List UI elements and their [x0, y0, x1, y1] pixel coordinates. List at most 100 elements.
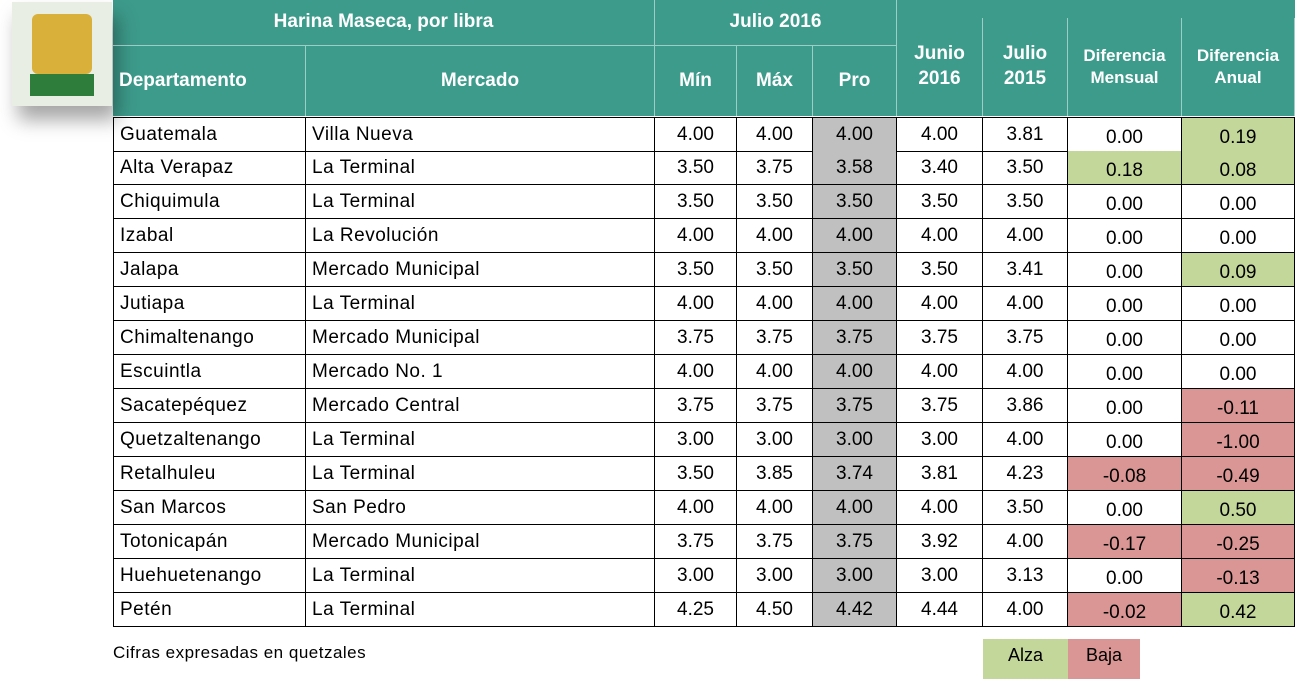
number-cell: 4.50 — [737, 593, 813, 627]
number-cell: 3.50 — [897, 253, 983, 287]
number-cell: 3.75 — [897, 321, 983, 355]
number-cell: 4.00 — [813, 287, 897, 321]
number-cell: -0.02 — [1068, 593, 1182, 627]
number-cell: 3.13 — [983, 559, 1068, 593]
number-cell: 0.08 — [1182, 151, 1295, 185]
text-cell: San Pedro — [306, 491, 655, 525]
text-cell: Chiquimula — [113, 185, 306, 219]
number-cell: 3.75 — [737, 389, 813, 423]
number-cell: 0.00 — [1068, 559, 1182, 593]
number-cell: 3.50 — [655, 151, 737, 185]
number-cell: 3.75 — [983, 321, 1068, 355]
number-cell: 4.00 — [897, 219, 983, 253]
number-cell: 3.00 — [813, 559, 897, 593]
number-cell: 3.50 — [737, 185, 813, 219]
number-cell: 4.00 — [983, 219, 1068, 253]
text-cell: Huehuetenango — [113, 559, 306, 593]
number-cell: 0.00 — [1068, 389, 1182, 423]
column-header: Diferencia Anual — [1182, 18, 1295, 116]
number-cell: -1.00 — [1182, 423, 1295, 457]
column-header: Máx — [737, 46, 813, 116]
page: Harina Maseca, por libraJulio 2016 Depart… — [0, 0, 1295, 681]
header-product: Harina Maseca, por libra — [113, 0, 655, 46]
number-cell: 3.81 — [897, 457, 983, 491]
legend-item: Alza — [983, 639, 1068, 679]
thumbnail-band — [30, 74, 94, 96]
number-cell: 3.00 — [655, 423, 737, 457]
number-cell: 0.00 — [1068, 423, 1182, 457]
number-cell: 0.00 — [1068, 355, 1182, 389]
number-cell: 0.00 — [1068, 491, 1182, 525]
number-cell: 3.00 — [897, 559, 983, 593]
number-cell: 4.00 — [983, 423, 1068, 457]
number-cell: 3.75 — [897, 389, 983, 423]
column-header: Pro — [813, 46, 897, 116]
text-cell: La Terminal — [306, 151, 655, 185]
number-cell: 4.00 — [737, 117, 813, 152]
number-cell: 3.75 — [813, 525, 897, 559]
header-period: Julio 2016 — [655, 0, 897, 46]
product-thumbnail — [12, 2, 112, 106]
text-cell: La Terminal — [306, 559, 655, 593]
number-cell: -0.11 — [1182, 389, 1295, 423]
text-cell: La Terminal — [306, 185, 655, 219]
text-cell: Villa Nueva — [306, 117, 655, 152]
number-cell: 3.75 — [737, 151, 813, 185]
number-cell: 0.00 — [1068, 219, 1182, 253]
number-cell: 4.00 — [655, 117, 737, 152]
number-cell: 4.00 — [983, 287, 1068, 321]
number-cell: 3.85 — [737, 457, 813, 491]
legend-item: Baja — [1068, 639, 1140, 679]
number-cell: 4.00 — [737, 287, 813, 321]
number-cell: 4.23 — [983, 457, 1068, 491]
number-cell: 4.00 — [897, 287, 983, 321]
text-cell: Sacatepéquez — [113, 389, 306, 423]
number-cell: 4.00 — [813, 219, 897, 253]
number-cell: 0.00 — [1182, 219, 1295, 253]
number-cell: 4.00 — [983, 593, 1068, 627]
number-cell: 3.50 — [897, 185, 983, 219]
number-cell: 4.00 — [897, 355, 983, 389]
number-cell: 4.44 — [897, 593, 983, 627]
number-cell: 0.00 — [1068, 117, 1182, 152]
number-cell: 3.81 — [983, 117, 1068, 152]
text-cell: Escuintla — [113, 355, 306, 389]
number-cell: 0.00 — [1068, 287, 1182, 321]
number-cell: 4.00 — [655, 491, 737, 525]
thumbnail-logo — [32, 14, 92, 74]
number-cell: 4.00 — [737, 355, 813, 389]
column-header: Departamento — [113, 46, 306, 116]
number-cell: 4.00 — [897, 117, 983, 152]
text-cell: Mercado Municipal — [306, 321, 655, 355]
number-cell: 0.00 — [1068, 253, 1182, 287]
text-cell: Jutiapa — [113, 287, 306, 321]
number-cell: -0.08 — [1068, 457, 1182, 491]
number-cell: 3.00 — [737, 559, 813, 593]
number-cell: 4.00 — [983, 525, 1068, 559]
number-cell: 3.74 — [813, 457, 897, 491]
text-cell: Chimaltenango — [113, 321, 306, 355]
number-cell: 0.00 — [1182, 287, 1295, 321]
number-cell: -0.17 — [1068, 525, 1182, 559]
number-cell: 0.18 — [1068, 151, 1182, 185]
number-cell: 3.50 — [983, 185, 1068, 219]
number-cell: 0.00 — [1068, 185, 1182, 219]
number-cell: 3.50 — [813, 185, 897, 219]
text-cell: La Revolución — [306, 219, 655, 253]
number-cell: 0.50 — [1182, 491, 1295, 525]
number-cell: 3.75 — [655, 525, 737, 559]
number-cell: 3.75 — [737, 525, 813, 559]
number-cell: 4.00 — [897, 491, 983, 525]
text-cell: La Terminal — [306, 287, 655, 321]
column-header: Julio 2015 — [983, 18, 1068, 116]
number-cell: 3.50 — [983, 491, 1068, 525]
number-cell: 3.75 — [813, 389, 897, 423]
number-cell: 3.41 — [983, 253, 1068, 287]
text-cell: Mercado Municipal — [306, 253, 655, 287]
column-header: Mín — [655, 46, 737, 116]
number-cell: 4.00 — [655, 355, 737, 389]
number-cell: 3.86 — [983, 389, 1068, 423]
text-cell: Mercado Municipal — [306, 525, 655, 559]
number-cell: 3.75 — [813, 321, 897, 355]
text-cell: San Marcos — [113, 491, 306, 525]
